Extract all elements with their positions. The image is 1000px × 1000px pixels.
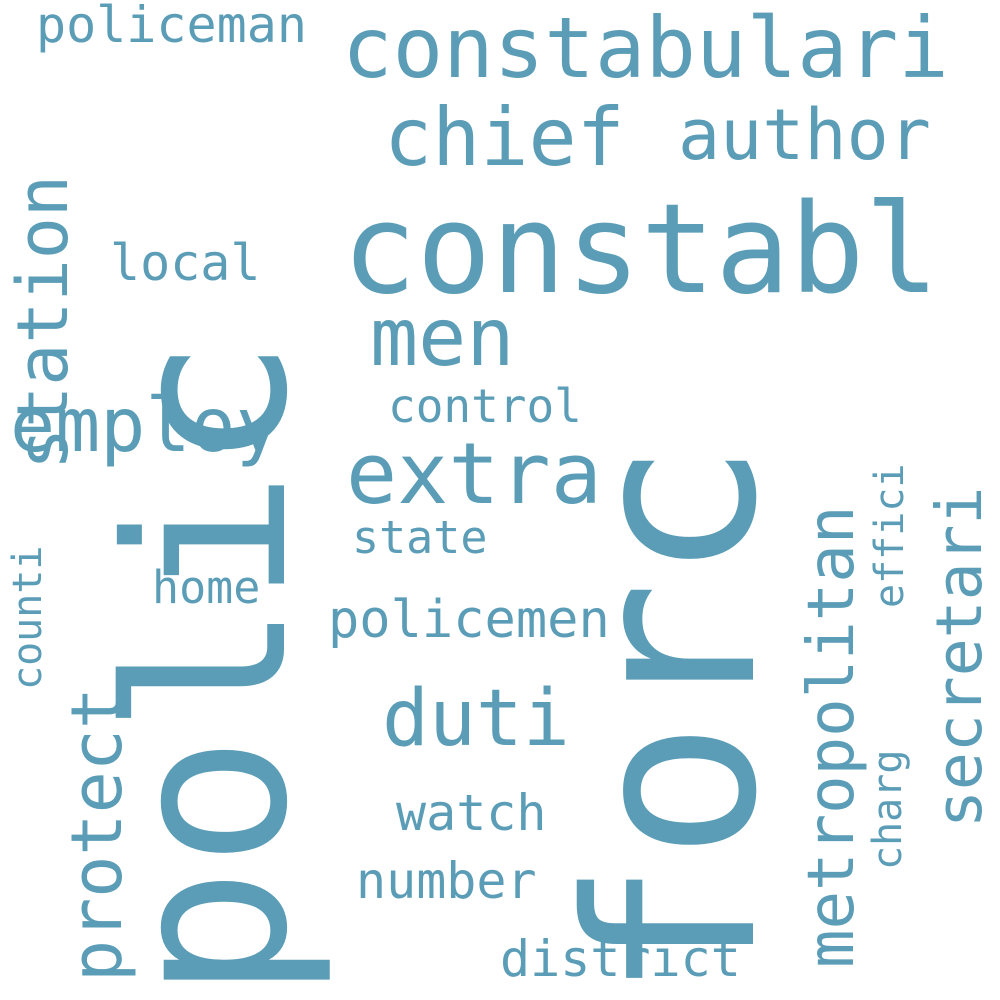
word-local: local [110, 234, 261, 292]
word-protect: protect [56, 686, 138, 982]
word-control: control [388, 379, 582, 433]
word-secretari: secretari [923, 486, 996, 828]
word-extra: extra [346, 425, 602, 524]
word-counti: counti [5, 545, 51, 691]
word-duti: duti [382, 674, 570, 764]
word-effici: effici [867, 463, 913, 609]
word-policeman: policeman [36, 0, 307, 54]
word-constabl: constabl [342, 178, 940, 322]
word-home: home [152, 561, 261, 614]
word-state: state [352, 511, 488, 564]
word-employ: employ [10, 381, 281, 469]
word-district: district [500, 930, 741, 988]
word-watch: watch [396, 784, 547, 842]
word-men: men [370, 291, 515, 384]
word-constabulari: constabulari [342, 0, 949, 97]
word-chief: chief [384, 91, 625, 184]
word-charg: charg [865, 749, 911, 870]
word-forc: forc [538, 441, 808, 1000]
word-number: number [356, 852, 537, 910]
word-policemen: policemen [328, 590, 610, 650]
word-author: author [678, 94, 931, 176]
word-metropolitan: metropolitan [795, 505, 869, 968]
